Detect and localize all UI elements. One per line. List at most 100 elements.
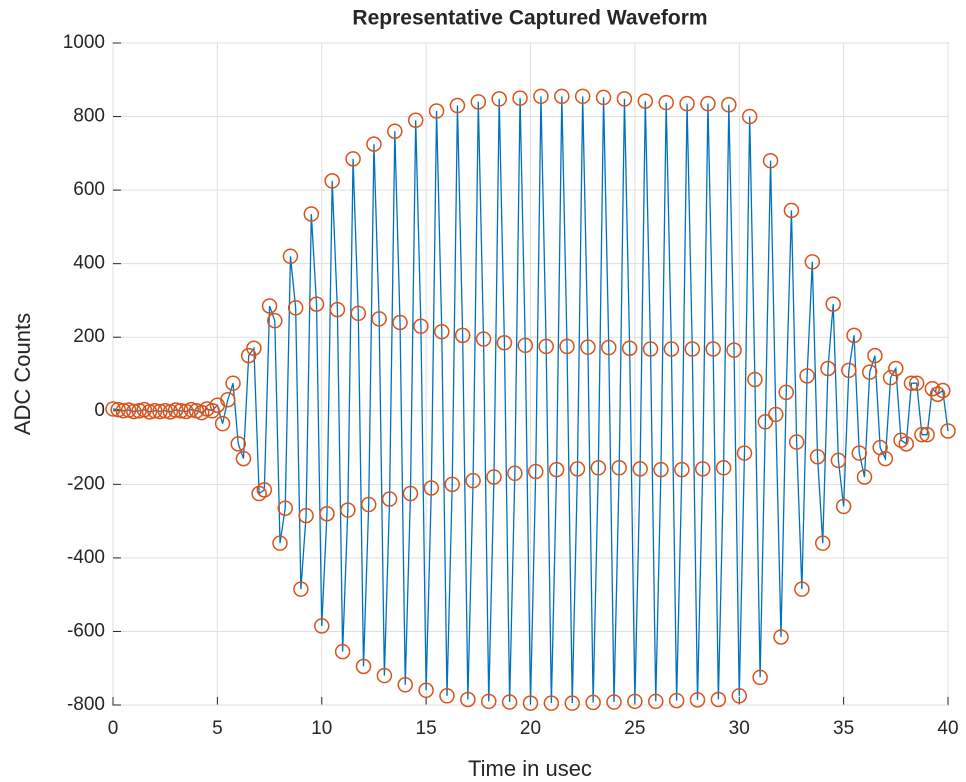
marker bbox=[569, 461, 586, 477]
marker bbox=[548, 461, 565, 478]
marker bbox=[407, 112, 424, 128]
marker bbox=[851, 445, 868, 461]
marker bbox=[512, 90, 528, 106]
marker bbox=[147, 403, 163, 419]
marker bbox=[428, 103, 445, 119]
marker bbox=[762, 152, 779, 169]
y-tick-label: -600 bbox=[67, 620, 105, 641]
marker bbox=[314, 618, 330, 634]
x-tick-label: 0 bbox=[108, 718, 119, 739]
marker bbox=[752, 669, 768, 686]
marker bbox=[731, 688, 747, 704]
marker bbox=[903, 375, 920, 391]
line bbox=[112, 96, 949, 704]
marker bbox=[324, 173, 340, 189]
marker bbox=[392, 314, 408, 331]
marker bbox=[637, 93, 654, 109]
marker bbox=[366, 136, 382, 152]
marker bbox=[115, 403, 132, 419]
marker bbox=[449, 97, 466, 114]
marker bbox=[204, 403, 220, 419]
marker bbox=[423, 480, 440, 496]
marker bbox=[653, 461, 669, 478]
marker bbox=[350, 305, 367, 322]
marker bbox=[564, 695, 580, 711]
marker bbox=[815, 535, 831, 551]
x-tick-label: 15 bbox=[416, 718, 437, 739]
y-axis-label: ADC Counts bbox=[10, 313, 35, 435]
marker bbox=[919, 426, 935, 443]
marker bbox=[293, 581, 309, 597]
x-tick-label: 30 bbox=[729, 718, 750, 739]
marker bbox=[554, 88, 570, 105]
marker bbox=[799, 368, 815, 384]
marker bbox=[616, 91, 633, 107]
marker bbox=[648, 693, 664, 710]
marker bbox=[778, 384, 794, 401]
marker bbox=[700, 95, 716, 112]
marker bbox=[705, 341, 721, 357]
marker bbox=[830, 452, 847, 469]
marker bbox=[267, 312, 283, 329]
marker bbox=[768, 406, 784, 423]
marker bbox=[522, 695, 539, 711]
y-tick-label: -800 bbox=[67, 694, 105, 715]
marker bbox=[287, 300, 304, 316]
marker bbox=[235, 450, 252, 467]
marker bbox=[606, 694, 622, 710]
marker bbox=[668, 692, 685, 709]
marker bbox=[277, 500, 293, 516]
marker bbox=[940, 423, 956, 439]
marker bbox=[658, 94, 674, 111]
marker bbox=[715, 460, 732, 476]
x-tick-label: 5 bbox=[212, 718, 223, 739]
marker bbox=[507, 465, 523, 482]
marker bbox=[475, 331, 492, 347]
y-tick-label: 800 bbox=[73, 106, 105, 127]
marker bbox=[501, 694, 518, 710]
marker bbox=[105, 401, 121, 417]
marker bbox=[319, 506, 335, 522]
marker bbox=[225, 375, 241, 391]
marker bbox=[272, 535, 288, 551]
x-tick-label: 25 bbox=[624, 718, 645, 739]
marker bbox=[914, 426, 930, 443]
marker bbox=[611, 460, 627, 476]
marker bbox=[214, 415, 231, 432]
marker bbox=[674, 461, 690, 478]
marker bbox=[454, 327, 471, 344]
marker bbox=[580, 339, 596, 355]
y-tick-label: 200 bbox=[73, 326, 105, 347]
marker bbox=[809, 449, 826, 465]
marker bbox=[345, 151, 361, 167]
marker bbox=[590, 460, 607, 476]
marker bbox=[418, 682, 434, 699]
marker bbox=[721, 97, 737, 113]
x-tick-label: 10 bbox=[311, 718, 332, 739]
marker bbox=[251, 485, 267, 502]
marker bbox=[543, 695, 560, 711]
marker bbox=[689, 692, 706, 708]
x-tick-label: 35 bbox=[833, 718, 854, 739]
marker bbox=[193, 404, 210, 421]
marker bbox=[533, 88, 549, 105]
marker bbox=[126, 403, 142, 420]
marker bbox=[387, 123, 403, 140]
marker bbox=[642, 341, 659, 357]
y-tick-label: -400 bbox=[67, 547, 105, 568]
marker bbox=[627, 693, 643, 710]
marker bbox=[595, 89, 612, 106]
marker bbox=[460, 691, 476, 708]
marker bbox=[470, 94, 487, 110]
marker bbox=[835, 498, 852, 515]
marker bbox=[841, 362, 857, 379]
marker bbox=[585, 694, 601, 711]
y-tick-label: 600 bbox=[73, 179, 105, 200]
marker bbox=[308, 296, 325, 312]
marker bbox=[444, 476, 460, 493]
marker bbox=[621, 340, 638, 357]
marker bbox=[220, 391, 236, 408]
marker bbox=[804, 254, 821, 270]
marker bbox=[601, 339, 617, 356]
